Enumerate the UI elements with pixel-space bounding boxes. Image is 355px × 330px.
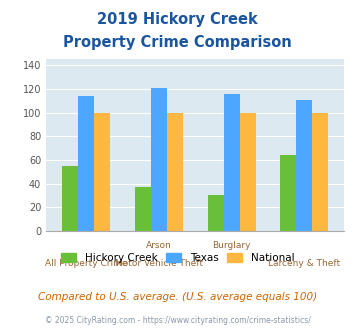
Bar xyxy=(312,113,328,231)
Bar xyxy=(224,94,240,231)
Bar xyxy=(62,166,78,231)
Text: Burglary: Burglary xyxy=(212,241,251,250)
Text: © 2025 CityRating.com - https://www.cityrating.com/crime-statistics/: © 2025 CityRating.com - https://www.city… xyxy=(45,316,310,325)
Bar xyxy=(94,113,110,231)
Bar xyxy=(151,88,167,231)
Text: Property Crime Comparison: Property Crime Comparison xyxy=(63,35,292,50)
Legend: Hickory Creek, Texas, National: Hickory Creek, Texas, National xyxy=(56,248,299,267)
Text: 2019 Hickory Creek: 2019 Hickory Creek xyxy=(97,12,258,26)
Bar xyxy=(208,195,224,231)
Text: Larceny & Theft: Larceny & Theft xyxy=(268,259,340,268)
Text: All Property Crime: All Property Crime xyxy=(45,259,127,268)
Text: Motor Vehicle Theft: Motor Vehicle Theft xyxy=(115,259,203,268)
Bar xyxy=(280,155,296,231)
Bar xyxy=(296,100,312,231)
Bar xyxy=(78,96,94,231)
Text: Arson: Arson xyxy=(146,241,172,250)
Text: Compared to U.S. average. (U.S. average equals 100): Compared to U.S. average. (U.S. average … xyxy=(38,292,317,302)
Bar xyxy=(240,113,256,231)
Bar xyxy=(167,113,183,231)
Bar xyxy=(135,187,151,231)
